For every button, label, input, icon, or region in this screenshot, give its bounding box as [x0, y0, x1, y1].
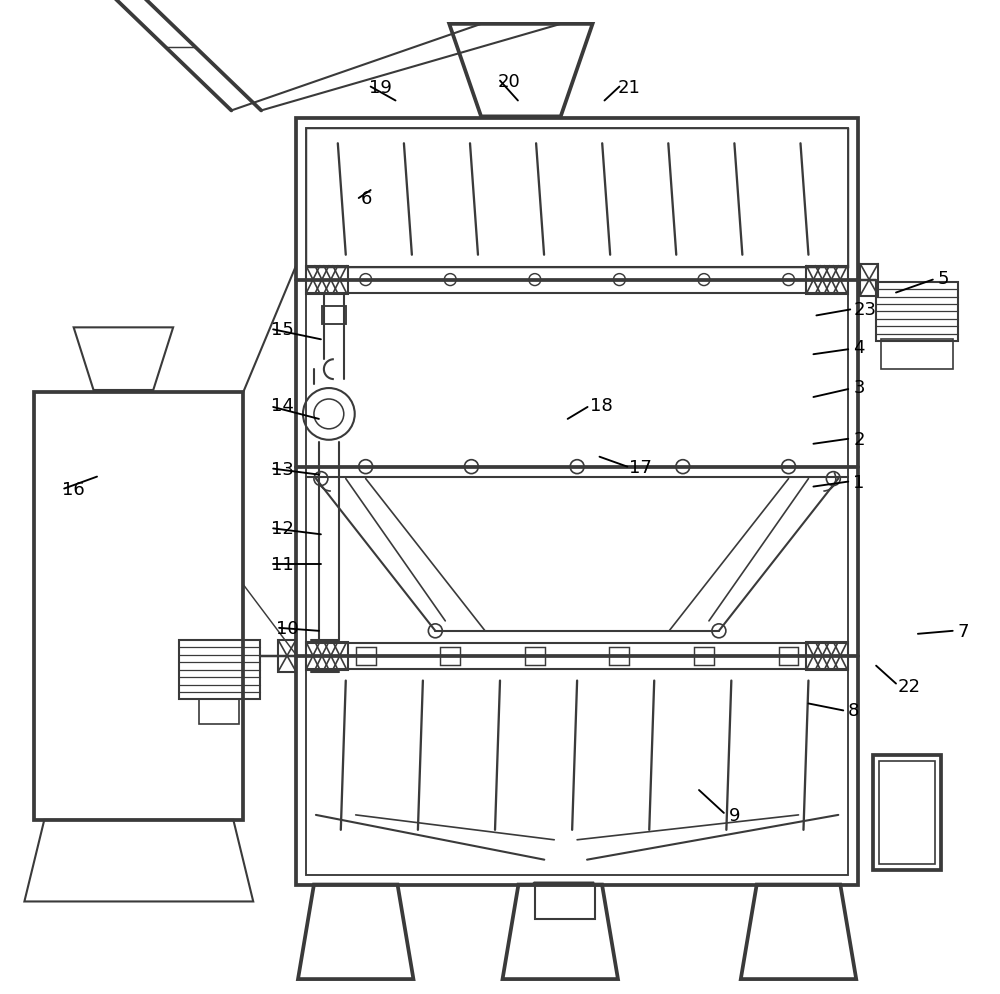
Bar — [694, 647, 714, 665]
Bar — [306, 266, 348, 294]
Bar — [278, 640, 296, 672]
Text: 4: 4 — [853, 339, 865, 357]
Text: 8: 8 — [848, 702, 860, 720]
Text: 17: 17 — [629, 458, 652, 476]
Text: 2: 2 — [853, 430, 865, 448]
Text: 14: 14 — [271, 397, 294, 414]
Text: 13: 13 — [271, 460, 294, 478]
Bar — [779, 647, 798, 665]
Text: 16: 16 — [62, 480, 85, 498]
Bar — [199, 700, 239, 725]
Bar — [179, 640, 260, 700]
Bar — [440, 647, 460, 665]
Bar — [34, 393, 243, 820]
Bar — [306, 129, 848, 267]
Bar — [873, 755, 941, 870]
Text: 11: 11 — [271, 556, 294, 574]
Bar — [879, 761, 935, 864]
Bar — [881, 340, 953, 370]
Text: 18: 18 — [590, 397, 612, 414]
Text: 6: 6 — [361, 190, 372, 208]
Text: 7: 7 — [958, 622, 969, 640]
Bar — [535, 885, 595, 919]
Bar — [609, 647, 629, 665]
Text: 20: 20 — [498, 73, 521, 90]
Bar — [860, 264, 878, 296]
Bar — [525, 647, 545, 665]
Text: 19: 19 — [369, 79, 392, 96]
Text: 22: 22 — [898, 677, 921, 695]
Text: 10: 10 — [276, 619, 299, 637]
Bar — [876, 282, 958, 342]
Bar — [322, 307, 346, 325]
Bar — [306, 129, 848, 875]
Text: 1: 1 — [853, 473, 865, 491]
Text: 5: 5 — [938, 269, 949, 287]
Text: 23: 23 — [853, 301, 876, 319]
Text: 21: 21 — [617, 79, 640, 96]
Bar — [356, 647, 376, 665]
Text: 3: 3 — [853, 379, 865, 397]
Text: 9: 9 — [729, 806, 740, 824]
Bar — [306, 642, 348, 670]
Bar — [806, 642, 848, 670]
Text: 15: 15 — [271, 321, 294, 339]
Bar — [806, 266, 848, 294]
Text: 12: 12 — [271, 520, 294, 538]
Bar — [296, 119, 858, 885]
